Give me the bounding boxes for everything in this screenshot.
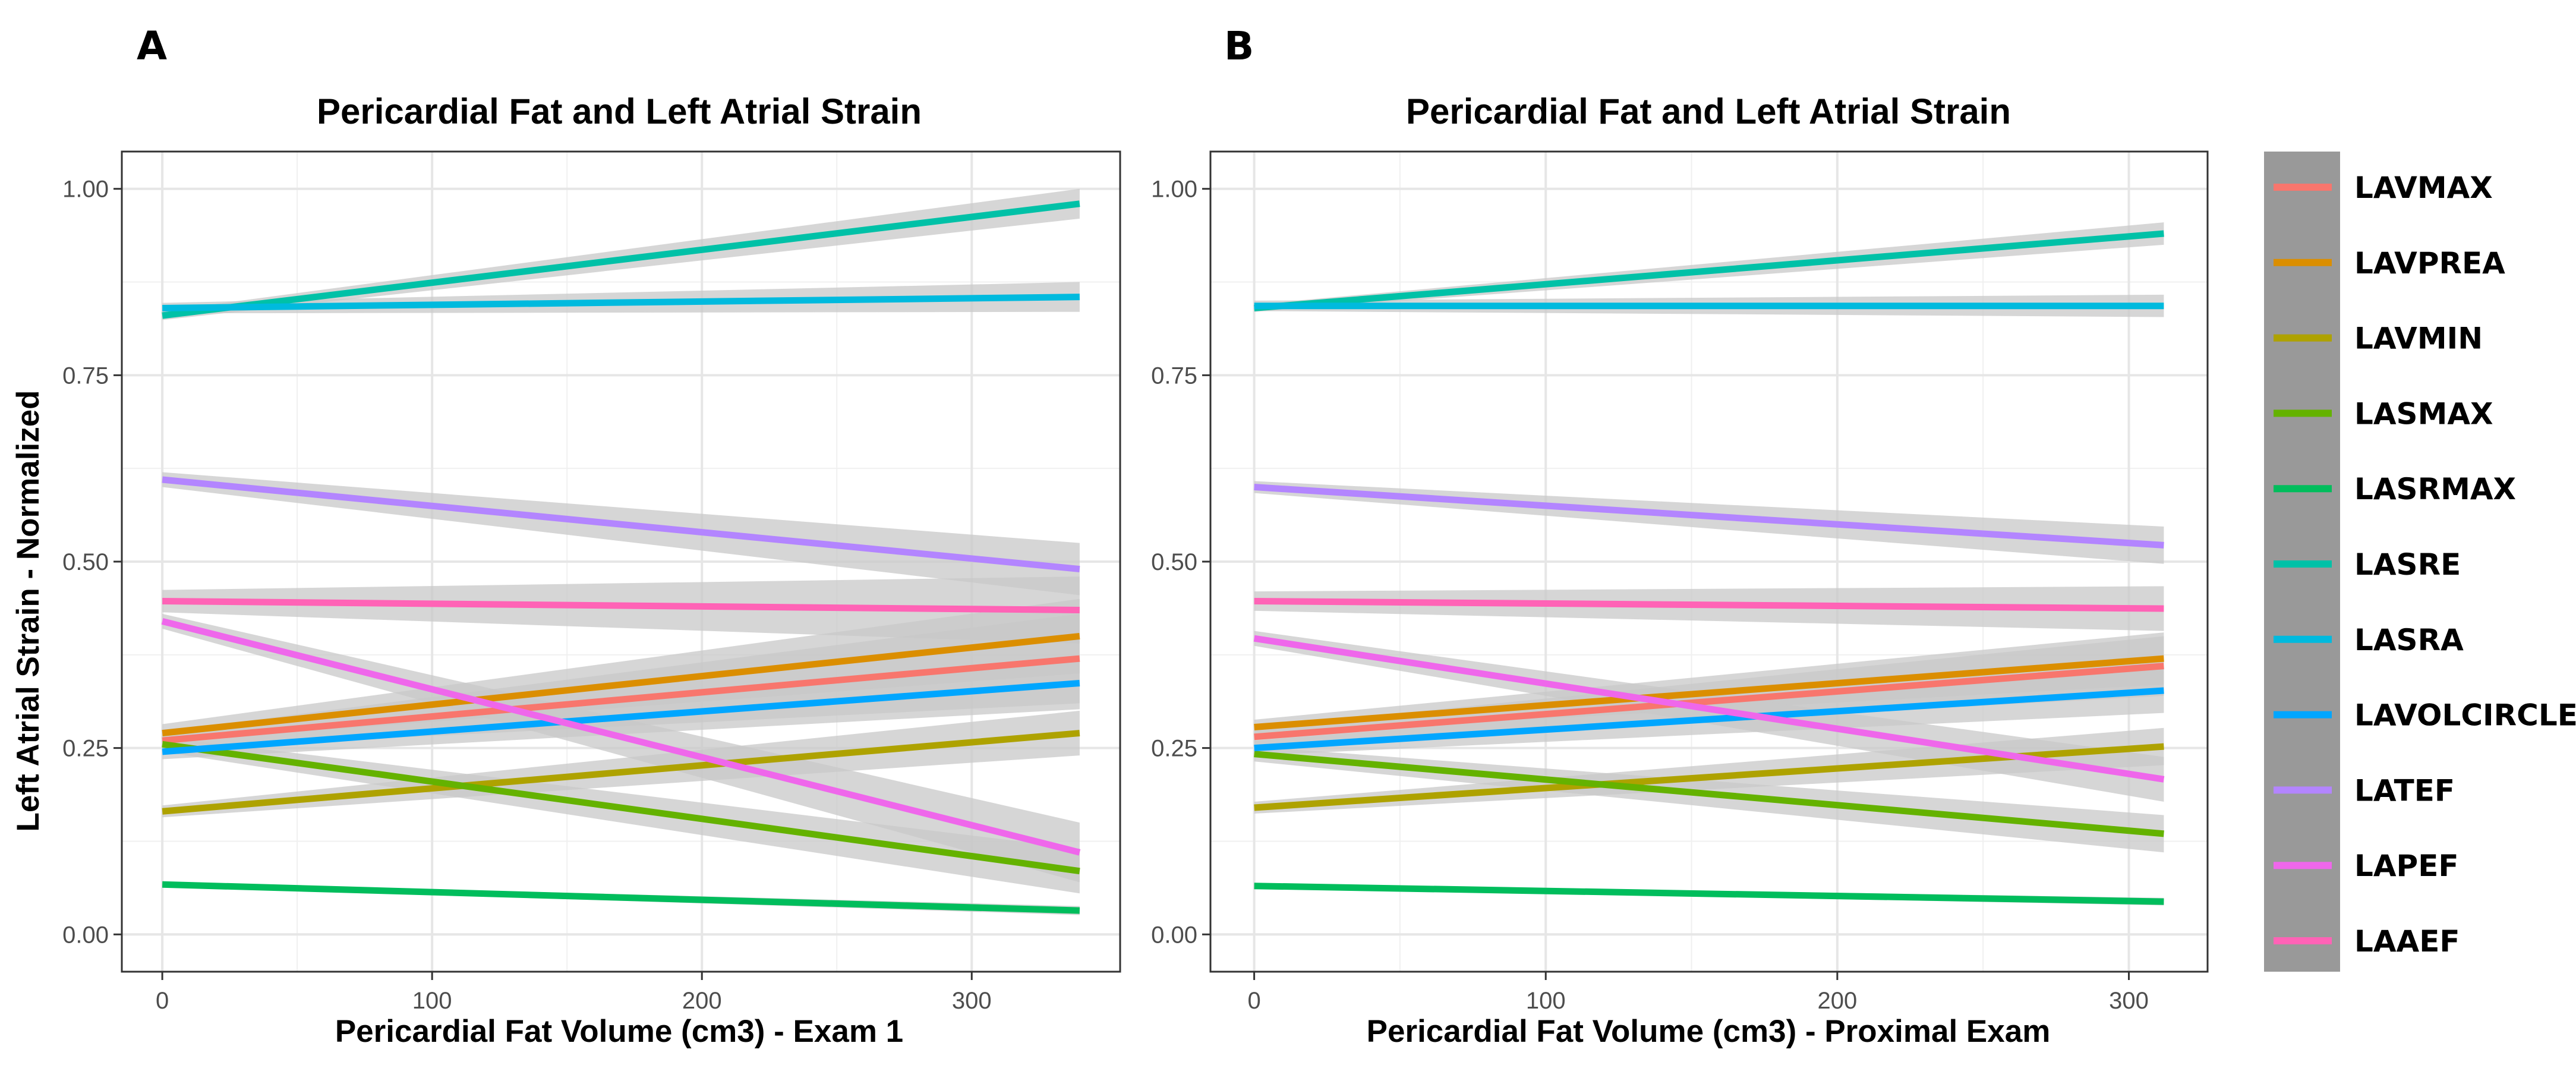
series-line-latef xyxy=(162,476,1080,573)
legend-label-lasra: LASRA xyxy=(2354,623,2464,657)
y-axis-title: Left Atrial Strain - Normalized xyxy=(11,390,46,831)
panel-b-x-axis-title: Pericardial Fat Volume (cm3) - Proximal … xyxy=(1367,1014,2051,1049)
legend-label-lavprea: LAVPREA xyxy=(2354,246,2505,281)
series-line-lavmax xyxy=(1254,663,2164,741)
y-tick-label: 0.50 xyxy=(1151,549,1197,575)
y-tick-label: 0.00 xyxy=(62,922,109,948)
legend-label-laaef: LAAEF xyxy=(2354,924,2460,959)
ci-band-laaef xyxy=(162,576,1080,644)
panel-a-plot: 0 100 200 300 0.00 0.25 0.50 0.75 1.00 xyxy=(62,150,1121,1014)
panel-a-letter: A xyxy=(137,23,167,69)
series-line-lavolcircle xyxy=(1254,687,2164,752)
series-line-lasrmax xyxy=(162,881,1080,914)
legend-label-lavolcircle: LAVOLCIRCLE xyxy=(2354,698,2576,733)
series-line-lavprea xyxy=(1254,655,2164,730)
legend-label-lavmax: LAVMAX xyxy=(2354,171,2493,205)
legend-label-lavmin: LAVMIN xyxy=(2354,322,2483,356)
series-line-lasra xyxy=(162,294,1080,311)
x-tick-label: 300 xyxy=(952,988,992,1014)
x-tick-label: 100 xyxy=(412,988,452,1014)
series-line-lapef xyxy=(1253,635,2165,783)
panel-b-letter: B xyxy=(1224,23,1254,69)
legend-label-lasre: LASRE xyxy=(2354,547,2461,582)
legend: LAVMAX LAVPREA LAVMIN LASMAX LASRMAX LASRE LAS… xyxy=(2264,152,2576,972)
y-tick-label: 0.25 xyxy=(1151,736,1197,762)
series-line-lavmin xyxy=(162,730,1080,815)
series-line-laaef xyxy=(162,597,1080,614)
panel-b-title: Pericardial Fat and Left Atrial Strain xyxy=(1406,92,2011,131)
y-tick-label: 1.00 xyxy=(1151,177,1197,203)
x-tick-label: 200 xyxy=(1818,988,1858,1014)
series-line-lavprea xyxy=(162,632,1080,737)
panel-b-plot: 0 100 200 300 0.00 0.25 0.50 0.75 1.00 xyxy=(1151,150,2209,1014)
series-line-lapef xyxy=(161,618,1081,856)
legend-label-latef: LATEF xyxy=(2354,773,2455,808)
ci-band-laaef xyxy=(1254,586,2164,631)
series-line-lavmax xyxy=(162,655,1080,744)
series-line-latef xyxy=(1254,484,2164,549)
y-tick-label: 1.00 xyxy=(62,177,109,203)
legend-label-lapef: LAPEF xyxy=(2354,849,2459,883)
y-tick-label: 0.50 xyxy=(62,549,109,575)
panel-a-title: Pericardial Fat and Left Atrial Strain xyxy=(317,92,922,131)
series-line-lavolcircle xyxy=(162,680,1080,755)
x-tick-label: 0 xyxy=(1247,988,1260,1014)
x-tick-label: 0 xyxy=(156,988,169,1014)
y-tick-label: 0.00 xyxy=(1151,922,1197,948)
series-line-laaef xyxy=(1254,597,2164,612)
legend-label-lasmax: LASMAX xyxy=(2354,396,2493,431)
y-tick-label: 0.75 xyxy=(62,363,109,389)
legend-label-lasrmax: LASRMAX xyxy=(2354,472,2516,506)
y-tick-label: 0.75 xyxy=(1151,363,1197,389)
x-tick-label: 200 xyxy=(682,988,722,1014)
series-line-lasre xyxy=(1254,230,2164,311)
x-tick-label: 300 xyxy=(2109,988,2149,1014)
series-line-lasmax xyxy=(1254,751,2164,837)
series-line-lasrmax xyxy=(1254,883,2164,905)
y-tick-label: 0.25 xyxy=(62,736,109,762)
panel-a-x-axis-title: Pericardial Fat Volume (cm3) - Exam 1 xyxy=(335,1014,903,1049)
x-tick-label: 100 xyxy=(1526,988,1566,1014)
series-line-lasmax xyxy=(162,741,1080,875)
series-line-lasre xyxy=(162,200,1080,319)
